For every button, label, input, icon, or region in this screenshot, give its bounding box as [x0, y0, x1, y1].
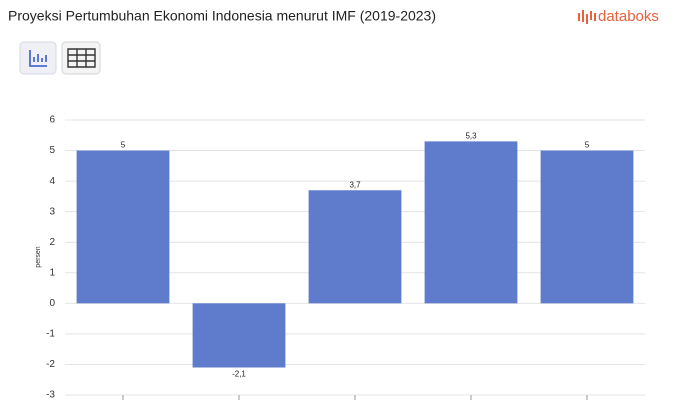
value-label: 5 [121, 141, 126, 150]
table-button[interactable] [61, 41, 101, 75]
y-tick-label: 4 [49, 176, 55, 187]
y-tick-label: 3 [49, 206, 55, 217]
y-tick-label: 6 [49, 115, 55, 126]
chart-title: Proyeksi Pertumbuhan Ekonomi Indonesia m… [8, 8, 436, 24]
bar [192, 303, 286, 368]
value-label: 3,7 [349, 180, 361, 189]
logo-text: databoks [598, 8, 659, 25]
value-label: 5 [585, 141, 590, 150]
y-tick-label: 0 [49, 298, 55, 309]
y-axis-label: persen [35, 246, 42, 268]
bar [540, 150, 634, 304]
bar [76, 150, 170, 304]
y-tick-label: 5 [49, 145, 55, 156]
value-label: 5,3 [465, 131, 477, 140]
y-tick-label: -2 [46, 359, 55, 370]
bar [308, 190, 402, 304]
bar [424, 141, 518, 304]
y-tick-label: -1 [46, 329, 55, 340]
chart-button[interactable] [19, 41, 57, 75]
y-tick-label: 2 [49, 237, 55, 248]
value-label: -2,1 [232, 370, 246, 379]
logo-icon [578, 10, 596, 24]
logo: databoks [578, 8, 659, 25]
y-tick-label: -3 [46, 390, 55, 400]
y-tick-label: 1 [49, 267, 55, 278]
